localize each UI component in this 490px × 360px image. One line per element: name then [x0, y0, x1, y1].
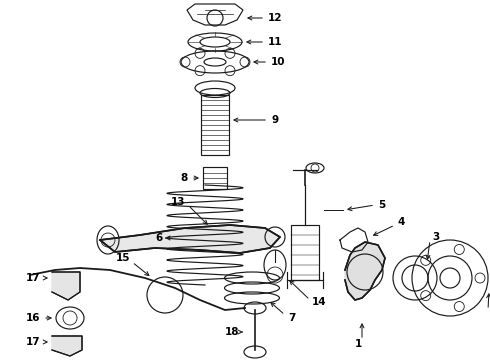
Text: 16: 16: [25, 313, 40, 323]
Text: 11: 11: [268, 37, 283, 47]
Bar: [201, 95, 229, 155]
Bar: [291, 225, 319, 280]
Text: 3: 3: [432, 232, 439, 242]
Polygon shape: [345, 242, 385, 300]
Text: 13: 13: [171, 197, 185, 207]
Text: 1: 1: [354, 339, 362, 349]
Text: 10: 10: [271, 57, 286, 67]
Text: 14: 14: [312, 297, 327, 307]
Text: 6: 6: [156, 233, 163, 243]
Text: 18: 18: [224, 327, 239, 337]
Text: 5: 5: [378, 200, 385, 210]
Text: 7: 7: [288, 313, 295, 323]
Polygon shape: [100, 225, 280, 253]
Text: 12: 12: [268, 13, 283, 23]
Text: 9: 9: [271, 115, 278, 125]
Polygon shape: [52, 336, 82, 356]
Text: 17: 17: [25, 273, 40, 283]
Polygon shape: [52, 272, 80, 300]
Text: 4: 4: [397, 217, 404, 227]
Text: 8: 8: [181, 173, 188, 183]
Bar: [203, 167, 227, 189]
Text: 15: 15: [116, 253, 130, 263]
Text: 17: 17: [25, 337, 40, 347]
